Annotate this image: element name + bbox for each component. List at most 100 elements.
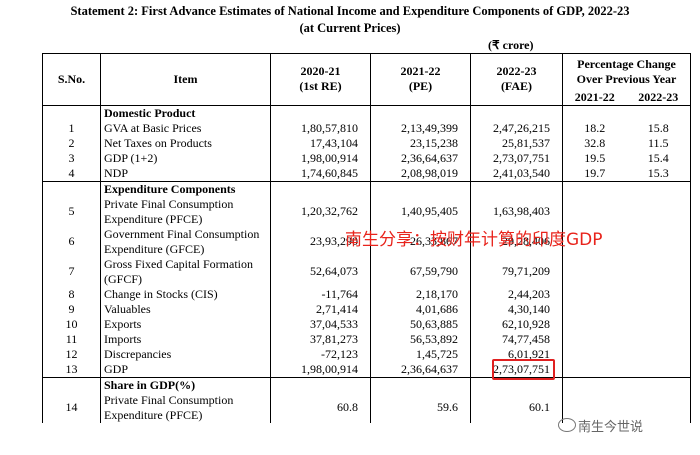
header-row: S.No. Item 2020-21 (1st RE) 2021-22 (PE) 2…: [42, 53, 692, 105]
data-row: 8 Change in Stocks (CIS) -11,764 2,18,170 2,…: [42, 286, 692, 302]
value-text: 37,04,533: [310, 316, 358, 331]
sno: 4: [42, 165, 101, 181]
section-row: Domestic Product: [42, 104, 692, 121]
cell: [562, 301, 627, 317]
item: GVA at Basic Prices: [100, 120, 271, 136]
value: 25,81,537: [470, 135, 563, 151]
cell: [270, 376, 371, 393]
cell: [562, 392, 627, 423]
data-row: 13 GDP 1,98,00,914 2,36,64,637 2,73,07,751: [42, 361, 692, 377]
value-text: 4,30,140: [508, 301, 550, 316]
cell: [562, 316, 627, 332]
cell: [562, 196, 627, 227]
section-row: Expenditure Components: [42, 180, 692, 197]
value: 1,20,32,762: [270, 196, 371, 227]
cell: [626, 180, 692, 197]
status: (1st RE): [299, 79, 342, 94]
cell: [42, 180, 101, 197]
watermark: 南生今世说: [578, 420, 644, 435]
value: 79,71,209: [470, 256, 563, 287]
data-row: 14 Private Final Consumption Expenditure …: [42, 392, 692, 423]
sno: 6: [42, 226, 101, 257]
cell: [626, 286, 692, 302]
value: 29,28,406: [470, 226, 563, 257]
value-text: 29,28,406: [502, 234, 550, 248]
value: 1,63,98,403: [470, 196, 563, 227]
col-year: 2020-21 (1st RE): [270, 53, 371, 105]
cell: [42, 376, 101, 393]
value: 2,73,07,751: [470, 150, 563, 166]
pct-year: 2022-23: [626, 89, 692, 106]
item: Gross Fixed Capital Formation (GFCF): [100, 256, 271, 287]
cell: [626, 301, 692, 317]
value: 1,98,00,914: [270, 150, 371, 166]
value: -11,764: [270, 286, 371, 302]
sno: 12: [42, 346, 101, 362]
value-text: 2,47,26,215: [493, 120, 550, 135]
value-text: 2,36,64,637: [401, 150, 458, 165]
value-text: 2,13,49,399: [401, 120, 458, 135]
value: 62,10,928: [470, 316, 563, 332]
item: Net Taxes on Products: [100, 135, 271, 151]
value: 2,41,03,540: [470, 165, 563, 181]
value-text: 1,40,95,405: [401, 204, 458, 218]
data-row: 4 NDP 1,74,60,845 2,08,98,019 2,41,03,540 19.…: [42, 165, 692, 181]
table-body: Domestic Product 1 GVA at Basic Prices 1,80…: [42, 104, 692, 423]
item: Discrepancies: [100, 346, 271, 362]
value: 1,40,95,405: [370, 196, 471, 227]
value: 2,73,07,751: [470, 361, 563, 377]
cell: [562, 104, 627, 121]
data-row: 1 GVA at Basic Prices 1,80,57,810 2,13,49,3…: [42, 120, 692, 136]
section-title: Domestic Product: [100, 104, 271, 121]
year: 2020-21: [300, 64, 341, 79]
pct-value: 32.8: [562, 135, 627, 151]
col-item: Item: [100, 53, 271, 105]
value-text: 6,01,921: [508, 346, 550, 361]
value-text: 79,71,209: [502, 264, 550, 278]
item: GDP: [100, 361, 271, 377]
cell: [562, 361, 627, 377]
value: 2,18,170: [370, 286, 471, 302]
value: 59.6: [370, 392, 471, 423]
value: 4,01,686: [370, 301, 471, 317]
value: 37,81,273: [270, 331, 371, 347]
value-text: 50,63,885: [410, 316, 458, 331]
value: 67,59,790: [370, 256, 471, 287]
sno: 1: [42, 120, 101, 136]
value-text: 56,53,892: [410, 331, 458, 346]
cell: [562, 286, 627, 302]
item: Private Final Consumption Expenditure (P…: [100, 196, 271, 227]
data-row: 11 Imports 37,81,273 56,53,892 74,77,458: [42, 331, 692, 347]
value-text: -11,764: [321, 286, 358, 301]
item: Imports: [100, 331, 271, 347]
cell: [562, 256, 627, 287]
cell: [370, 104, 471, 121]
value-text: 23,15,238: [410, 135, 458, 150]
value-text: 67,59,790: [410, 264, 458, 278]
pct-line: Over Previous Year: [576, 71, 677, 86]
col-year: 2021-22 (PE): [370, 53, 471, 105]
cell: [470, 180, 563, 197]
data-row: 3 GDP (1+2) 1,98,00,914 2,36,64,637 2,73,07,…: [42, 150, 692, 166]
value-text: 2,73,07,751: [493, 361, 550, 376]
table-header: S.No. Item 2020-21 (1st RE) 2021-22 (PE) 2…: [42, 53, 692, 106]
cell: [626, 392, 692, 423]
value: 4,30,140: [470, 301, 563, 317]
section-title: Share in GDP(%): [100, 376, 271, 393]
cell: [626, 256, 692, 287]
item: GDP (1+2): [100, 150, 271, 166]
cell: [626, 226, 692, 257]
value-text: 59.6: [437, 400, 458, 414]
sno: 2: [42, 135, 101, 151]
pct-value: 15.4: [626, 150, 692, 166]
value-text: 2,44,203: [508, 286, 550, 301]
data-row: 5 Private Final Consumption Expenditure (…: [42, 196, 692, 227]
value-text: -72,123: [321, 346, 358, 361]
cell: [626, 104, 692, 121]
item: Exports: [100, 316, 271, 332]
cell: [626, 376, 692, 393]
cell: [626, 331, 692, 347]
cell: [270, 180, 371, 197]
value: -72,123: [270, 346, 371, 362]
value-text: 52,64,073: [310, 264, 358, 278]
